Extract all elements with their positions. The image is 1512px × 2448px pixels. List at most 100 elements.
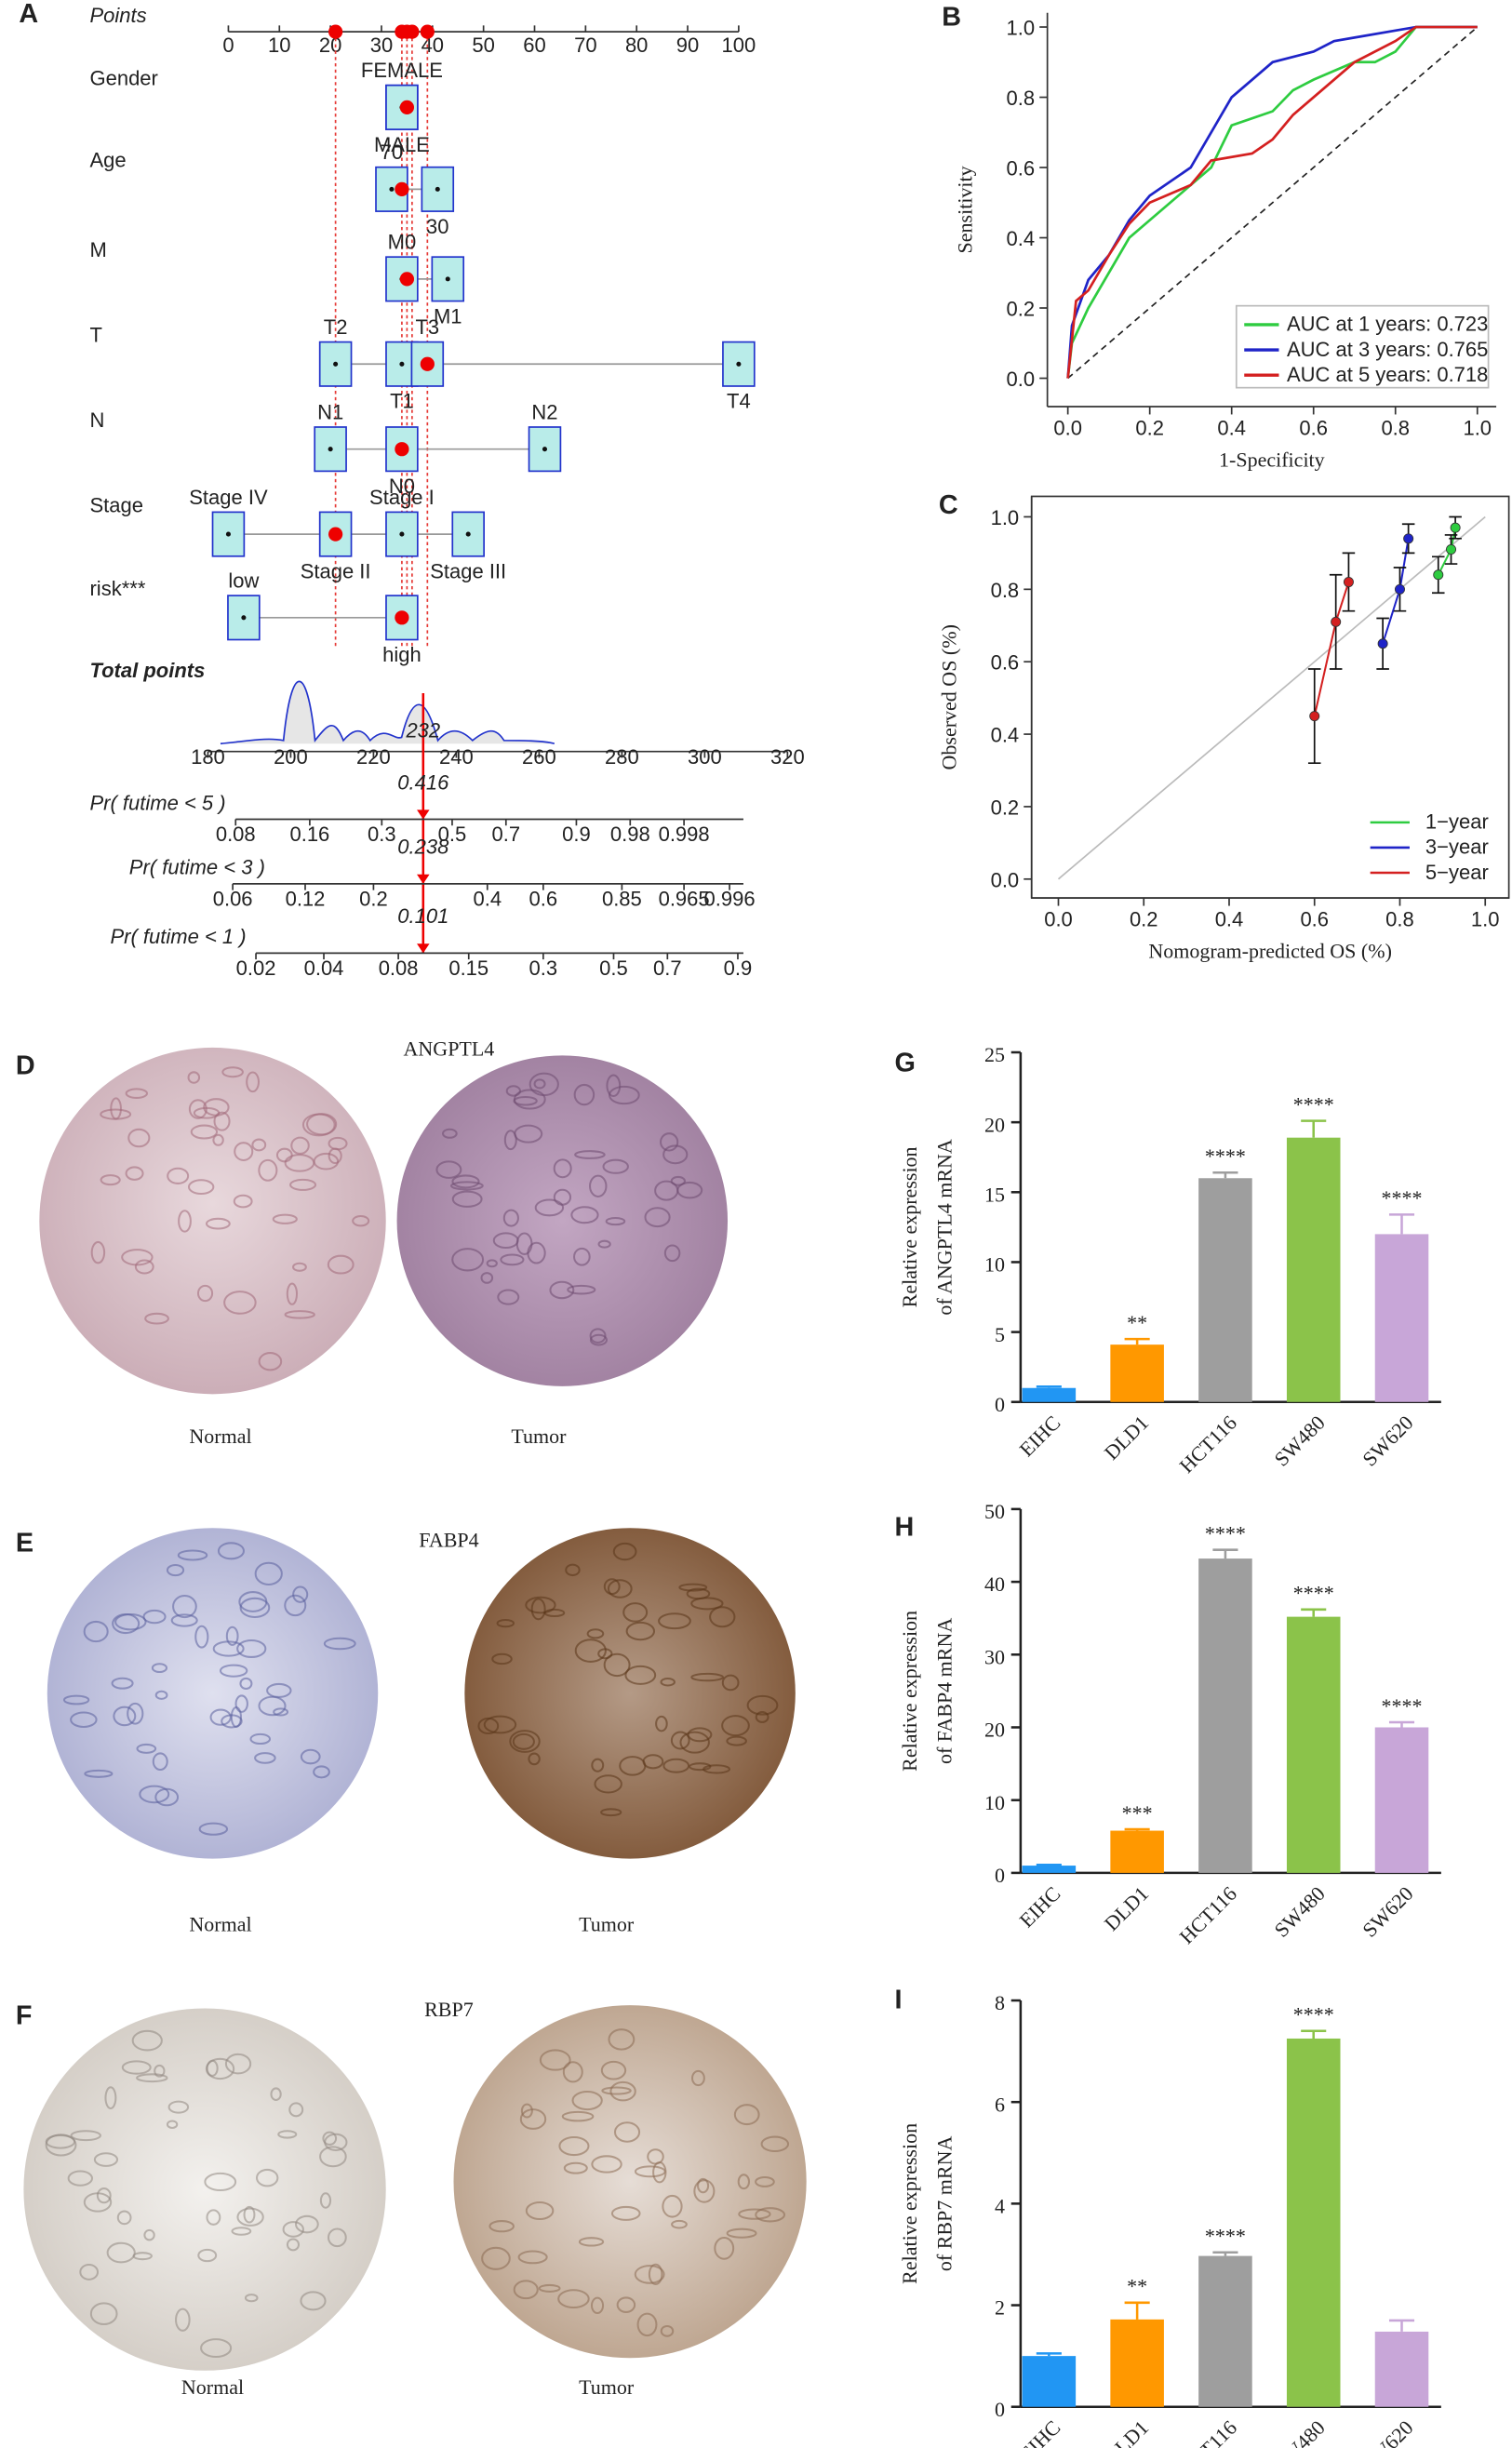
- y-tick-label: 1.0: [991, 506, 1020, 529]
- legend-label: 1−year: [1425, 810, 1489, 834]
- tissue-texture: [746, 1694, 779, 1716]
- x-tick-label: 0.2: [1135, 416, 1164, 439]
- legend-label: 3−year: [1425, 836, 1489, 859]
- total-tick-label: 300: [688, 745, 722, 769]
- significance-label: ****: [1382, 1186, 1423, 1210]
- panel-label: A: [19, 0, 38, 29]
- tissue-texture: [503, 1130, 517, 1151]
- tissue-texture: [612, 1542, 637, 1561]
- tissue-texture: [79, 2263, 100, 2281]
- tissue-texture: [616, 2296, 636, 2313]
- tissue-texture: [233, 1194, 253, 1209]
- tissue-texture: [45, 2134, 77, 2157]
- tissue-texture: [219, 1664, 248, 1678]
- tissue-texture: [714, 2237, 735, 2260]
- tissue-texture: [538, 2283, 561, 2293]
- tissue-texture: [539, 2049, 571, 2071]
- error-bar: [1301, 1608, 1327, 1617]
- tissue-texture: [558, 2135, 590, 2157]
- probability-tick-label: 0.04: [304, 956, 344, 980]
- tissue-texture: [289, 1178, 317, 1191]
- tissue-core: [23, 2008, 386, 2371]
- y-tick-label: 0.8: [991, 579, 1020, 602]
- tissue-texture: [249, 1732, 272, 1746]
- bar: [1110, 1344, 1164, 1402]
- error-bar: [1301, 2029, 1327, 2039]
- tissue-texture: [726, 2227, 757, 2239]
- tissue-texture: [571, 2090, 603, 2111]
- tissue-texture: [236, 2207, 264, 2227]
- level-box: [431, 256, 465, 302]
- bar: [1022, 1866, 1077, 1873]
- bar: [1374, 2331, 1429, 2407]
- tissue-core: [464, 1528, 796, 1859]
- tissue-texture: [205, 2057, 235, 2080]
- tissue-texture: [300, 2291, 327, 2311]
- tissue-texture: [154, 2064, 166, 2078]
- points-label: Points: [89, 4, 146, 27]
- tissue-texture: [693, 2179, 716, 2203]
- tissue-texture: [221, 1066, 244, 1078]
- tissue-texture: [284, 1154, 315, 1172]
- y-tick-label: 15: [984, 1183, 1005, 1206]
- image-title: ANGPTL4: [404, 1037, 495, 1060]
- x-axis-title: 1-Specificity: [1219, 448, 1325, 471]
- tissue-texture: [83, 1620, 109, 1643]
- tissue-texture: [441, 1128, 458, 1139]
- error-bar: [1388, 1720, 1415, 1728]
- tissue-texture: [166, 1563, 185, 1577]
- tissue-texture: [697, 2177, 710, 2194]
- total-tick-label: 320: [770, 745, 805, 769]
- y-tick-label: 0.4: [991, 724, 1020, 747]
- tissue-texture: [239, 1677, 253, 1691]
- tissue-texture: [236, 1639, 267, 1658]
- tissue-texture: [574, 1150, 606, 1159]
- total-tick-label: 200: [274, 745, 308, 769]
- tissue-texture: [206, 2209, 221, 2226]
- y-axis-title: Relative expression: [898, 2123, 921, 2284]
- tissue-texture: [277, 2130, 298, 2139]
- tissue-texture: [319, 2192, 332, 2209]
- tissue-texture: [605, 1217, 626, 1226]
- tissue-texture: [188, 1099, 207, 1119]
- tissue-texture: [509, 1730, 541, 1753]
- tissue-texture: [284, 1310, 315, 1319]
- tissue-texture: [606, 1074, 622, 1098]
- tissue-texture: [690, 2069, 705, 2087]
- y-tick-label: 30: [984, 1645, 1005, 1668]
- bar: [1198, 2255, 1252, 2407]
- tissue-texture: [255, 2168, 279, 2187]
- tissue-texture: [594, 1774, 622, 1794]
- tissue-texture: [690, 1597, 724, 1611]
- tissue-texture: [142, 1609, 167, 1625]
- calibration-point: [1403, 533, 1414, 544]
- x-tick-label: 0.0: [1053, 416, 1082, 439]
- legend-label: AUC at 5 years: 0.718: [1287, 363, 1488, 386]
- calibration-point: [1377, 638, 1388, 649]
- tissue-texture: [254, 1752, 276, 1764]
- tissue-texture: [288, 2102, 304, 2118]
- tissue-texture: [121, 2060, 152, 2075]
- tissue-texture: [322, 2131, 338, 2146]
- x-tick-label: 90: [676, 33, 699, 57]
- error-bar: [1036, 2352, 1062, 2357]
- tissue-texture: [212, 1133, 224, 1146]
- tissue-texture: [662, 2194, 683, 2218]
- tissue-texture: [286, 1282, 299, 1305]
- y-tick-label: 0: [995, 1864, 1005, 1887]
- tissue-texture: [292, 1262, 307, 1272]
- significance-label: ****: [1205, 1144, 1246, 1168]
- variable-name: M: [89, 238, 106, 261]
- x-tick-label: 30: [370, 33, 393, 57]
- tissue-texture: [113, 1706, 137, 1727]
- tissue-texture: [648, 2263, 663, 2285]
- x-tick-label: DLD1: [1100, 1881, 1153, 1934]
- legend-label: AUC at 3 years: 0.765: [1287, 338, 1488, 361]
- density: [220, 680, 555, 745]
- y-tick-label: 0.0: [1007, 368, 1036, 391]
- tissue-texture: [622, 1602, 649, 1623]
- y-tick-label: 4: [995, 2195, 1005, 2218]
- tissue-texture: [660, 1132, 679, 1152]
- significance-label: ****: [1293, 2003, 1334, 2027]
